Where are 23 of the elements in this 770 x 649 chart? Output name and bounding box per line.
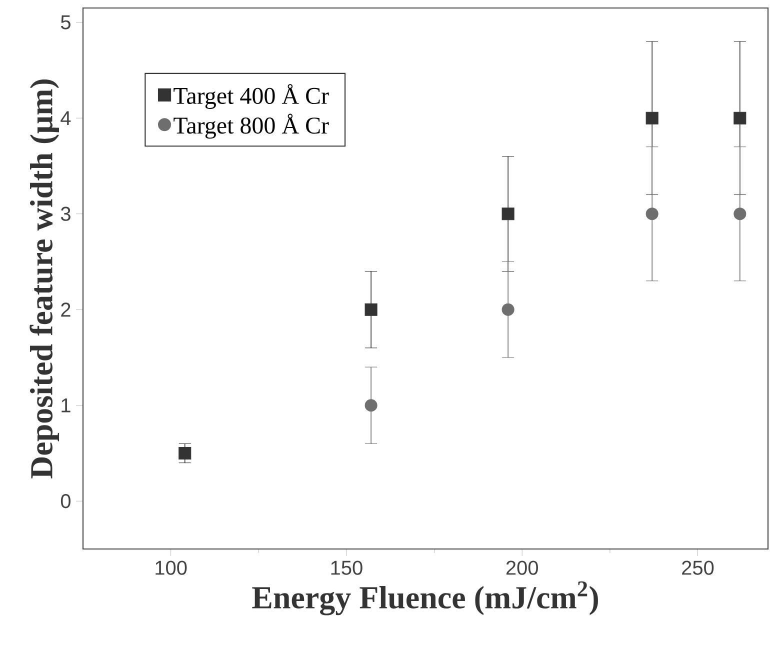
point [364,399,378,412]
point [502,208,514,220]
y-tick-label: 3 [60,206,70,221]
point [646,208,658,220]
x-tick-label: 200 [506,560,538,575]
x-tick-label: 100 [156,560,187,575]
legend-label: Target 400 Å Cr [174,84,329,109]
point [734,208,746,220]
point [502,303,514,316]
x-tick-label: 250 [682,560,714,575]
y-tick-label: 2 [61,302,70,317]
point [734,112,746,124]
y-axis-title: Deposited feature width (µm) [30,80,60,478]
legend-label: Target 800 Å Cr [174,114,329,139]
y-tick-label: 5 [60,15,70,30]
x-tick-label: 150 [331,560,362,575]
x-axis-title: Energy Fluence (mJ/cm$^{2}$) [252,581,598,616]
point [364,303,378,316]
y-tick-label: 0 [60,494,70,508]
y-tick-label: 4 [60,111,71,125]
point [178,446,192,460]
point [646,112,658,124]
y-tick-label: 1 [62,398,70,412]
